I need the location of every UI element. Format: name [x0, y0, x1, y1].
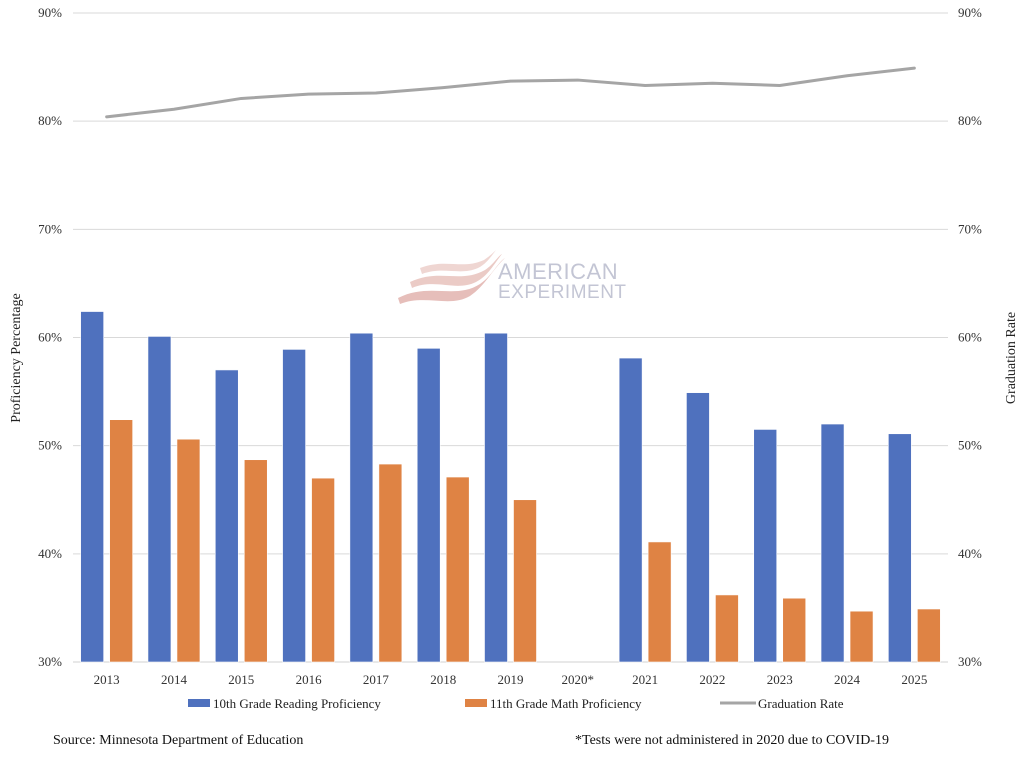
x-tick-label: 2021 [632, 672, 658, 687]
reading-bar [349, 332, 374, 663]
watermark-line1: AMERICAN [498, 259, 618, 284]
y-tick-label: 30% [38, 654, 62, 669]
y2-tick-label: 60% [958, 330, 982, 345]
x-tick-label: 2024 [834, 672, 861, 687]
math-bar [243, 459, 268, 663]
reading-bar [753, 429, 778, 663]
math-bar [176, 438, 201, 663]
y-tick-label: 70% [38, 221, 62, 236]
legend: 10th Grade Reading Proficiency 11th Grade… [188, 696, 844, 711]
left-axis-ticks: 30% 40% 50% 60% 70% 80% 90% [38, 5, 62, 669]
math-bar [311, 477, 335, 663]
math-bar [109, 419, 133, 663]
reading-bar [820, 423, 845, 663]
y2-tick-label: 40% [958, 546, 982, 561]
x-tick-label: 2013 [94, 672, 120, 687]
watermark-line2: EXPERIMENT [498, 282, 627, 303]
reading-bar [888, 433, 912, 663]
x-tick-label: 2017 [363, 672, 390, 687]
y2-tick-label: 90% [958, 5, 982, 20]
reading-bar [618, 357, 643, 663]
x-tick-label: 2014 [161, 672, 188, 687]
x-axis-ticks: 2013 2014 2015 2016 2017 2018 2019 2020* 2021 202… [94, 672, 928, 687]
x-tick-label: 2016 [296, 672, 323, 687]
flag-wave-icon [398, 250, 505, 304]
y2-tick-label: 80% [958, 113, 982, 128]
y2-tick-label: 30% [958, 654, 982, 669]
right-axis-ticks: 30% 40% 50% 60% 70% 80% 90% [958, 5, 982, 669]
y-tick-label: 80% [38, 113, 62, 128]
y2-axis-title: Graduation Rate [1004, 312, 1019, 404]
legend-label: 11th Grade Math Proficiency [490, 696, 642, 711]
legend-swatch [188, 699, 210, 707]
math-bar [715, 594, 739, 663]
reading-bar [686, 392, 710, 663]
y-tick-label: 90% [38, 5, 62, 20]
math-bar [513, 499, 537, 663]
x-tick-label: 2019 [498, 672, 524, 687]
y-tick-label: 60% [38, 330, 62, 345]
x-tick-label: 2025 [901, 672, 927, 687]
y2-tick-label: 70% [958, 221, 982, 236]
bar-series [80, 311, 941, 663]
x-tick-label: 2015 [228, 672, 254, 687]
reading-bar [282, 349, 306, 663]
y-axis-title: Proficiency Percentage [9, 293, 24, 422]
reading-bar [214, 369, 239, 663]
math-bar [445, 476, 470, 663]
x-tick-label: 2022 [699, 672, 725, 687]
watermark-logo: AMERICAN EXPERIMENT [398, 250, 627, 304]
covid-footnote: *Tests were not administered in 2020 due… [575, 733, 889, 748]
x-tick-label: 2018 [430, 672, 456, 687]
math-bar [378, 463, 403, 663]
math-bar [647, 541, 672, 663]
math-bar [849, 610, 874, 663]
graduation-rate-line [105, 66, 916, 119]
y-tick-label: 50% [38, 438, 62, 453]
y2-tick-label: 50% [958, 438, 982, 453]
math-bar [917, 608, 941, 663]
line-series [105, 66, 916, 119]
legend-label: Graduation Rate [758, 696, 844, 711]
legend-swatch [465, 699, 487, 707]
x-tick-label: 2023 [767, 672, 793, 687]
gridlines [73, 12, 948, 663]
y-tick-label: 40% [38, 546, 62, 561]
reading-bar [80, 311, 104, 663]
legend-label: 10th Grade Reading Proficiency [213, 696, 381, 711]
math-bar [782, 597, 807, 663]
reading-bar [147, 336, 172, 663]
reading-bar [416, 348, 441, 663]
x-tick-label: 2020* [562, 672, 595, 687]
source-note: Source: Minnesota Department of Educatio… [53, 733, 304, 748]
reading-bar [484, 332, 508, 663]
